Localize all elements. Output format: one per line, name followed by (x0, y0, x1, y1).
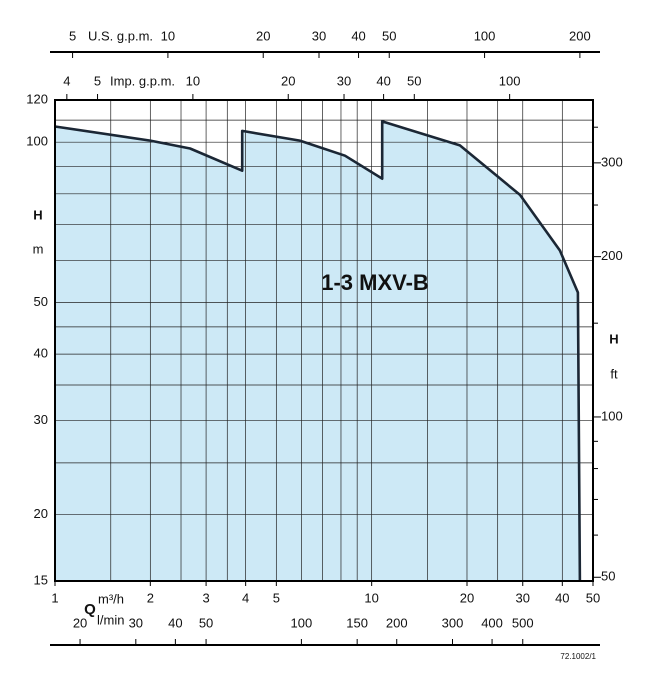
y-tick-label: 40 (34, 346, 48, 361)
x-tick-label: 50 (586, 590, 600, 605)
y-tick-label: 50 (34, 294, 48, 309)
x2-label: l/min (97, 612, 124, 627)
curve (54, 120, 582, 582)
x2-tick-label: 30 (129, 615, 143, 630)
y-tick-label: 30 (34, 412, 48, 427)
plot-frame (54, 99, 594, 582)
q-label: Q (84, 601, 96, 618)
x-label: m³/h (98, 591, 124, 606)
x3-tick-label: 50 (382, 28, 396, 43)
x-tick-label: 3 (202, 590, 209, 605)
x4-tick-label: 10 (186, 73, 200, 88)
chart-title: 1-3 MXV-B (321, 270, 429, 295)
y-tick-label: 15 (34, 572, 48, 587)
y-tick-label: 100 (26, 134, 48, 149)
y-label: H (33, 207, 42, 222)
x4-tick-label: 50 (407, 73, 421, 88)
x2-tick-label: 150 (346, 615, 368, 630)
x2-tick-label: 40 (168, 615, 182, 630)
x3-tick-label: 20 (256, 28, 270, 43)
x4-label: Imp. g.p.m. (110, 73, 175, 88)
x4-tick-label: 100 (499, 73, 521, 88)
x2-tick-label: 300 (442, 615, 464, 630)
y2-unit: ft (610, 366, 618, 381)
x3-label: U.S. g.p.m. (88, 28, 153, 43)
y-unit: m (33, 241, 44, 256)
x2-tick-label: 400 (481, 615, 503, 630)
x4-tick-label: 5 (94, 73, 101, 88)
x-tick-label: 1 (51, 590, 58, 605)
x4-tick-label: 30 (337, 73, 351, 88)
x3-tick-label: 5 (69, 28, 76, 43)
x4-tick-label: 40 (376, 73, 390, 88)
x3-tick-label: 40 (351, 28, 365, 43)
x3-tick-label: 10 (161, 28, 175, 43)
y2-tick-label: 200 (601, 248, 623, 263)
x4-tick-label: 20 (281, 73, 295, 88)
x-tick-label: 5 (273, 590, 280, 605)
x-tick-label: 40 (555, 590, 569, 605)
area-fill (55, 121, 580, 582)
x3-tick-label: 100 (474, 28, 496, 43)
x2-tick-label: 500 (512, 615, 534, 630)
y2-tick-label: 50 (601, 569, 615, 584)
x-tick-label: 4 (242, 590, 249, 605)
x3-tick-label: 200 (569, 28, 591, 43)
x4-tick-label: 4 (63, 73, 70, 88)
y2-label: H (609, 331, 618, 346)
x2-tick-label: 20 (73, 615, 87, 630)
x2-tick-label: 200 (386, 615, 408, 630)
y-tick-label: 120 (26, 91, 48, 106)
x-tick-label: 10 (364, 590, 378, 605)
x2-tick-label: 100 (291, 615, 313, 630)
x2-tick-label: 50 (199, 615, 213, 630)
y2-tick-label: 300 (601, 154, 623, 169)
y-tick-label: 20 (34, 506, 48, 521)
x-tick-label: 20 (460, 590, 474, 605)
x-tick-label: 2 (147, 590, 154, 605)
x3-tick-label: 30 (312, 28, 326, 43)
y2-tick-label: 100 (601, 408, 623, 423)
code: 72.1002/1 (560, 652, 596, 661)
x-tick-label: 30 (516, 590, 530, 605)
